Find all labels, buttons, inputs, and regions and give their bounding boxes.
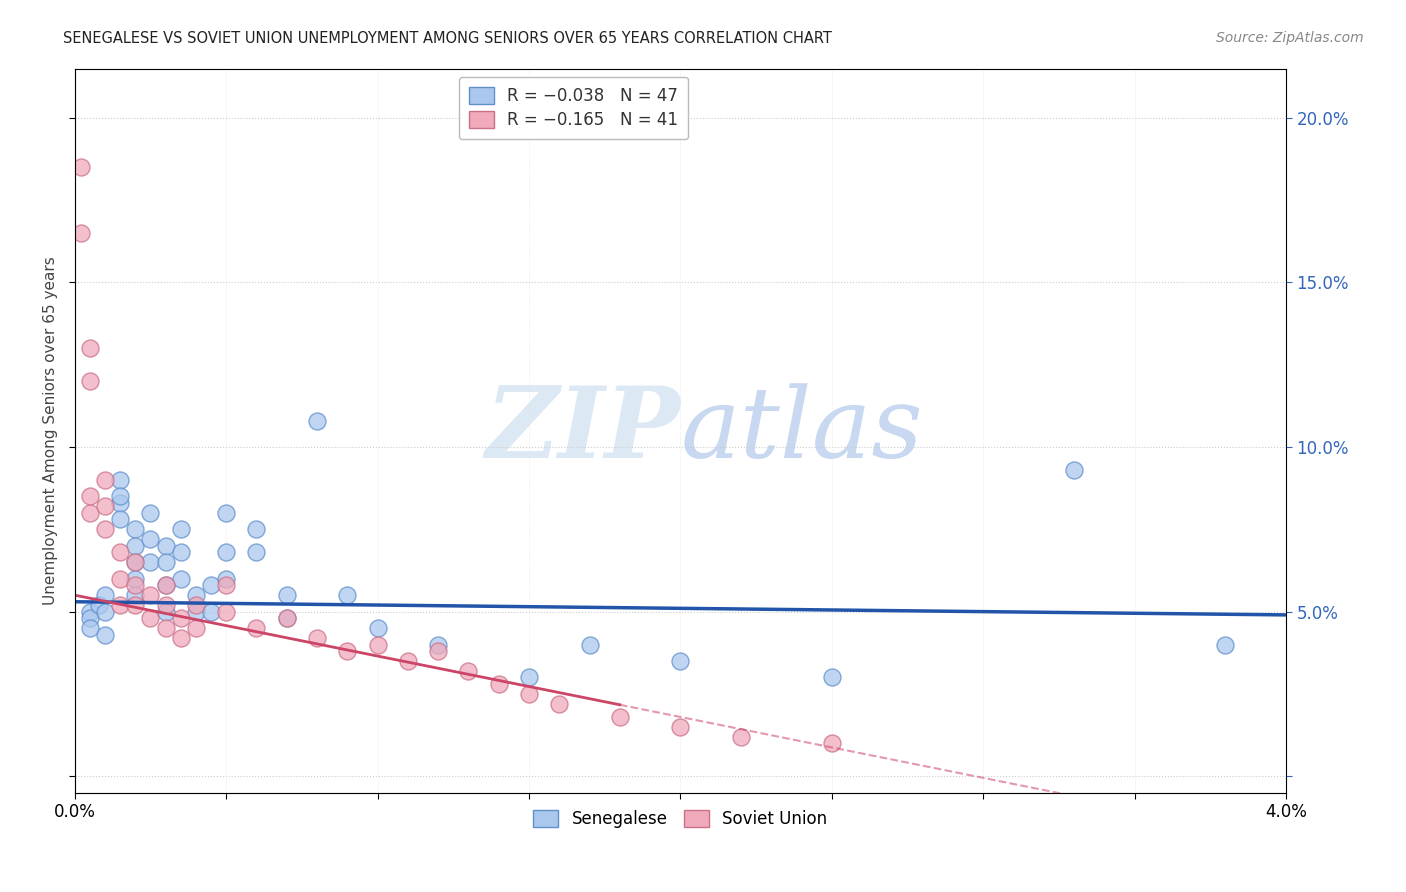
Point — [1063, 463, 1085, 477]
Point — [139, 588, 162, 602]
Point — [215, 578, 238, 592]
Point — [367, 638, 389, 652]
Point — [170, 631, 193, 645]
Point — [170, 611, 193, 625]
Point — [94, 522, 117, 536]
Point — [517, 670, 540, 684]
Point — [517, 687, 540, 701]
Point — [184, 621, 207, 635]
Point — [124, 598, 146, 612]
Point — [1215, 638, 1237, 652]
Point — [184, 598, 207, 612]
Point — [155, 621, 177, 635]
Point — [108, 512, 131, 526]
Point — [215, 605, 238, 619]
Point — [669, 720, 692, 734]
Point — [276, 611, 298, 625]
Point — [184, 588, 207, 602]
Point — [87, 598, 110, 612]
Point — [215, 545, 238, 559]
Point — [69, 161, 91, 175]
Point — [155, 605, 177, 619]
Point — [139, 532, 162, 546]
Point — [124, 572, 146, 586]
Point — [336, 588, 359, 602]
Point — [94, 605, 117, 619]
Point — [336, 644, 359, 658]
Point — [427, 644, 450, 658]
Point — [108, 473, 131, 487]
Point — [79, 621, 101, 635]
Text: ZIP: ZIP — [485, 383, 681, 479]
Point — [124, 578, 146, 592]
Text: SENEGALESE VS SOVIET UNION UNEMPLOYMENT AMONG SENIORS OVER 65 YEARS CORRELATION : SENEGALESE VS SOVIET UNION UNEMPLOYMENT … — [63, 31, 832, 46]
Point — [170, 572, 193, 586]
Point — [396, 654, 419, 668]
Point — [139, 555, 162, 569]
Point — [108, 496, 131, 510]
Point — [124, 539, 146, 553]
Point — [184, 605, 207, 619]
Point — [94, 588, 117, 602]
Point — [108, 598, 131, 612]
Point — [79, 374, 101, 388]
Point — [215, 572, 238, 586]
Point — [821, 736, 844, 750]
Point — [155, 598, 177, 612]
Point — [170, 545, 193, 559]
Point — [578, 638, 600, 652]
Point — [427, 638, 450, 652]
Point — [155, 578, 177, 592]
Point — [215, 506, 238, 520]
Point — [155, 539, 177, 553]
Point — [124, 588, 146, 602]
Point — [669, 654, 692, 668]
Point — [548, 697, 571, 711]
Point — [94, 628, 117, 642]
Point — [155, 555, 177, 569]
Point — [457, 664, 479, 678]
Point — [200, 578, 222, 592]
Point — [305, 414, 328, 428]
Point — [155, 578, 177, 592]
Point — [94, 473, 117, 487]
Point — [79, 605, 101, 619]
Point — [367, 621, 389, 635]
Point — [124, 555, 146, 569]
Point — [245, 545, 267, 559]
Point — [730, 730, 752, 744]
Text: Source: ZipAtlas.com: Source: ZipAtlas.com — [1216, 31, 1364, 45]
Point — [245, 621, 267, 635]
Point — [200, 605, 222, 619]
Point — [108, 572, 131, 586]
Point — [276, 611, 298, 625]
Point — [79, 506, 101, 520]
Point — [79, 611, 101, 625]
Point — [305, 631, 328, 645]
Point — [170, 522, 193, 536]
Point — [108, 545, 131, 559]
Point — [245, 522, 267, 536]
Point — [124, 522, 146, 536]
Point — [609, 710, 631, 724]
Point — [139, 611, 162, 625]
Point — [94, 500, 117, 514]
Point — [139, 506, 162, 520]
Legend: Senegalese, Soviet Union: Senegalese, Soviet Union — [526, 804, 834, 835]
Point — [488, 677, 510, 691]
Point — [108, 490, 131, 504]
Text: atlas: atlas — [681, 383, 924, 478]
Y-axis label: Unemployment Among Seniors over 65 years: Unemployment Among Seniors over 65 years — [44, 256, 58, 605]
Point — [821, 670, 844, 684]
Point — [124, 555, 146, 569]
Point — [79, 490, 101, 504]
Point — [69, 226, 91, 240]
Point — [79, 341, 101, 355]
Point — [276, 588, 298, 602]
